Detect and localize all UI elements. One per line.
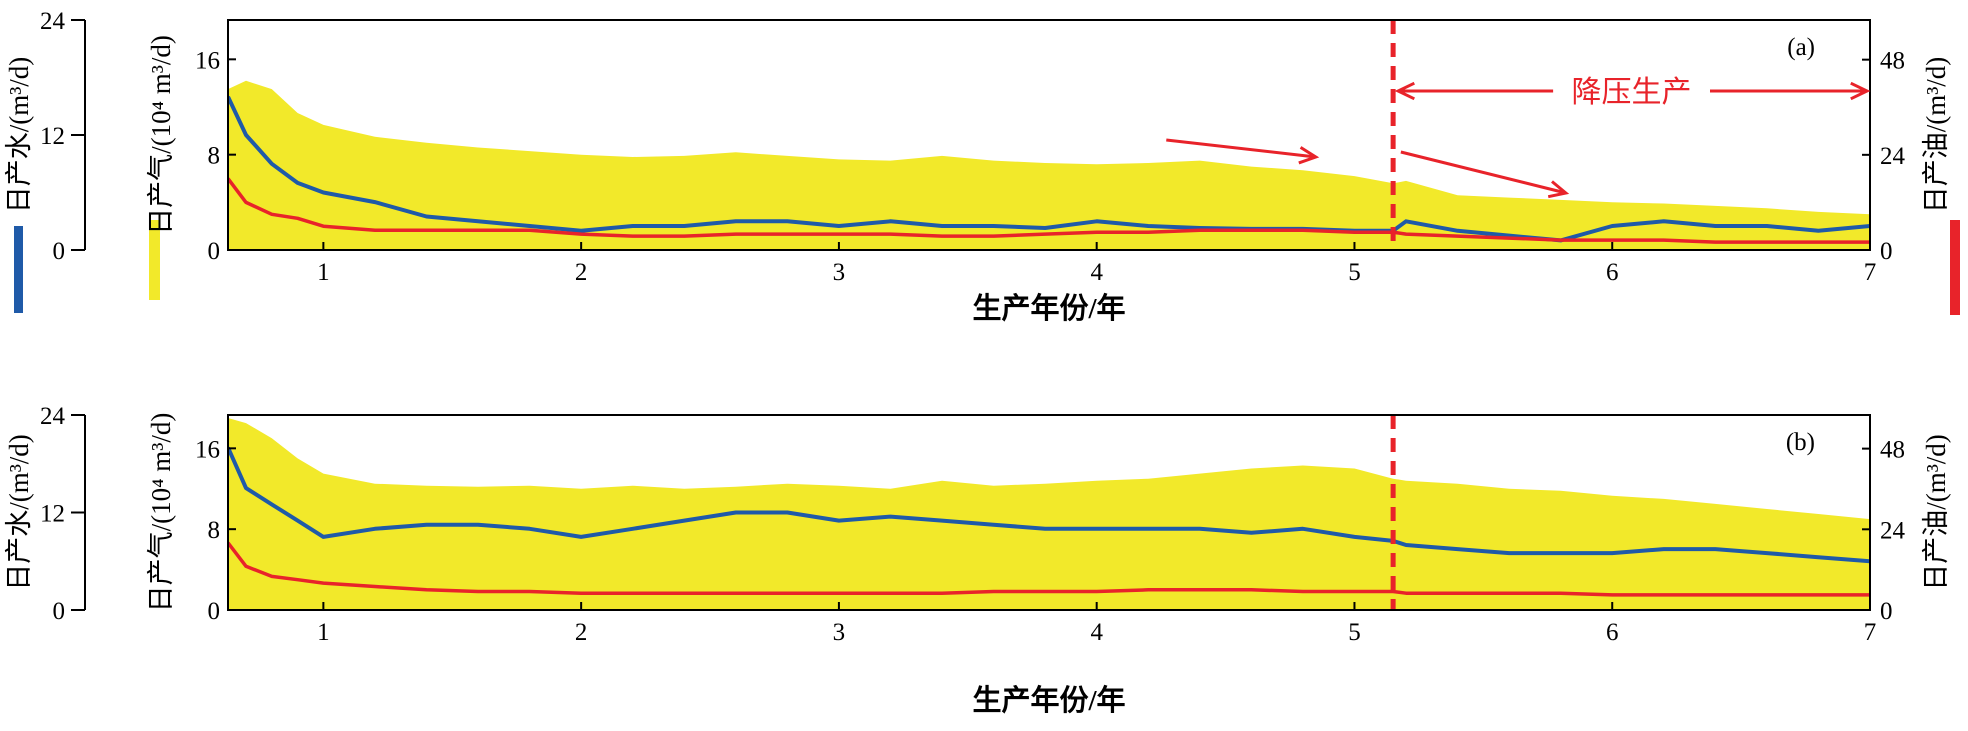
water-color-key <box>14 226 23 313</box>
trend-arrow-before <box>1166 138 1316 159</box>
x-axis-label: 生产年份/年 <box>972 683 1125 717</box>
oil-color-key <box>1950 220 1960 315</box>
series-oil-line <box>228 177 1870 244</box>
oil-axis-tick-label: 24 <box>1880 517 1906 544</box>
x-tick-label: 2 <box>575 259 588 286</box>
pressure-drop-annotation: 降压生产 <box>1572 76 1692 109</box>
plot-frame <box>227 19 1871 251</box>
x-tick-label: 6 <box>1606 259 1619 286</box>
oil-axis-label: 日产油/(m³/d) <box>1921 57 1951 214</box>
water-axis-tick-label: 0 <box>53 238 66 265</box>
gas-axis-tick-label: 8 <box>208 517 221 544</box>
gas-axis-tick-label: 0 <box>208 238 221 265</box>
x-tick-label: 1 <box>317 259 330 286</box>
x-tick-label: 3 <box>833 619 846 646</box>
oil-axis-tick-label: 48 <box>1880 437 1905 464</box>
water-axis-tick-label: 24 <box>40 8 66 35</box>
series-water-line <box>228 95 1870 243</box>
x-tick-label: 4 <box>1090 619 1103 646</box>
x-tick-label: 2 <box>575 619 588 646</box>
oil-axis-tick-label: 48 <box>1880 48 1905 75</box>
x-tick-label: 6 <box>1606 619 1619 646</box>
water-axis-tick-label: 12 <box>40 123 65 150</box>
gas-axis-tick-label: 0 <box>208 598 221 625</box>
x-tick-label: 7 <box>1864 259 1877 286</box>
oil-axis-label: 日产油/(m³/d) <box>1921 434 1951 591</box>
water-axis-tick-label: 0 <box>53 598 66 625</box>
gas-axis-tick-label: 16 <box>195 47 220 74</box>
x-tick-label: 5 <box>1348 619 1361 646</box>
gas-color-key <box>149 220 160 300</box>
panel-label: (a) <box>1787 34 1815 61</box>
series-oil-line <box>228 541 1870 597</box>
oil-axis-tick-label: 0 <box>1880 238 1893 265</box>
oil-axis-tick-label: 24 <box>1880 143 1906 170</box>
panel-label: (b) <box>1786 429 1815 456</box>
water-axis-label: 日产水/(m³/d) <box>4 434 34 591</box>
x-tick-label: 3 <box>833 259 846 286</box>
series-water-line <box>228 446 1870 564</box>
x-axis-label: 生产年份/年 <box>972 291 1125 325</box>
water-axis-tick-label: 24 <box>40 403 66 430</box>
gas-axis-tick-label: 8 <box>208 143 221 170</box>
x-tick-label: 4 <box>1090 259 1103 286</box>
series-gas-area <box>228 418 1870 610</box>
gas-axis-tick-label: 16 <box>195 436 220 463</box>
gas-axis-label: 日产气/(10⁴ m³/d) <box>146 35 176 235</box>
x-tick-label: 1 <box>317 619 330 646</box>
gas-axis-label: 日产气/(10⁴ m³/d) <box>146 413 176 613</box>
water-axis-label: 日产水/(m³/d) <box>4 57 34 214</box>
plot-frame <box>227 414 1871 611</box>
water-axis-tick-label: 12 <box>40 501 65 528</box>
oil-axis-tick-label: 0 <box>1880 598 1893 625</box>
x-tick-label: 5 <box>1348 259 1361 286</box>
trend-arrow-after <box>1400 150 1567 195</box>
series-gas-area <box>228 80 1870 250</box>
x-tick-label: 7 <box>1864 619 1877 646</box>
